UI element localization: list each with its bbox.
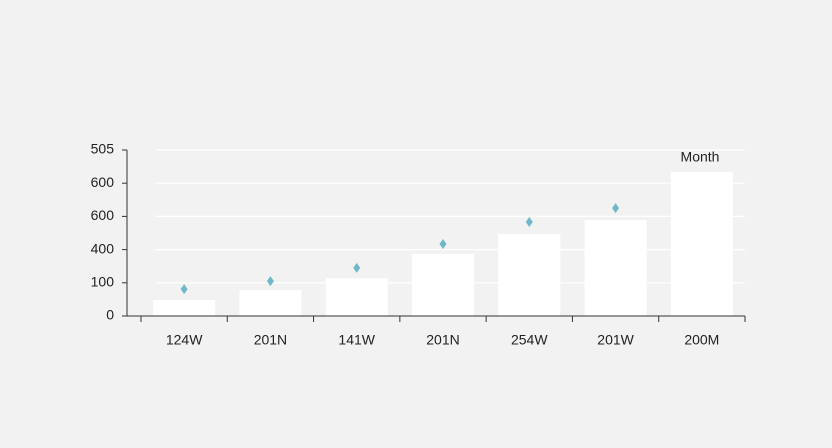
x-tick-label: 124W — [166, 332, 203, 348]
x-axis-label: Month — [681, 149, 720, 165]
bar — [498, 233, 561, 316]
diamond-marker — [266, 276, 274, 287]
y-tick-label: 600 — [91, 207, 115, 223]
diamond-marker — [180, 284, 188, 295]
y-tick-label: 400 — [91, 240, 115, 256]
x-tick-label: 201N — [254, 332, 287, 348]
diamond-marker — [612, 203, 620, 214]
y-tick-label: 505 — [91, 141, 115, 157]
x-tick-label: 254W — [511, 332, 548, 348]
diamond-marker — [439, 238, 447, 249]
bar — [584, 220, 647, 316]
bar — [325, 278, 388, 316]
x-tick-label: 141W — [338, 332, 375, 348]
bar — [153, 300, 216, 316]
x-tick-label: 201N — [426, 332, 459, 348]
x-tick-label: 201W — [597, 332, 634, 348]
y-tick-label: 0 — [106, 307, 114, 323]
y-tick-label: 100 — [91, 274, 115, 290]
y-tick-label: 600 — [91, 174, 115, 190]
x-tick-label: 200M — [684, 332, 719, 348]
diamond-marker — [353, 262, 361, 273]
diamond-marker — [525, 217, 533, 228]
bar — [239, 290, 302, 316]
bar — [412, 253, 474, 316]
bar — [670, 171, 733, 316]
